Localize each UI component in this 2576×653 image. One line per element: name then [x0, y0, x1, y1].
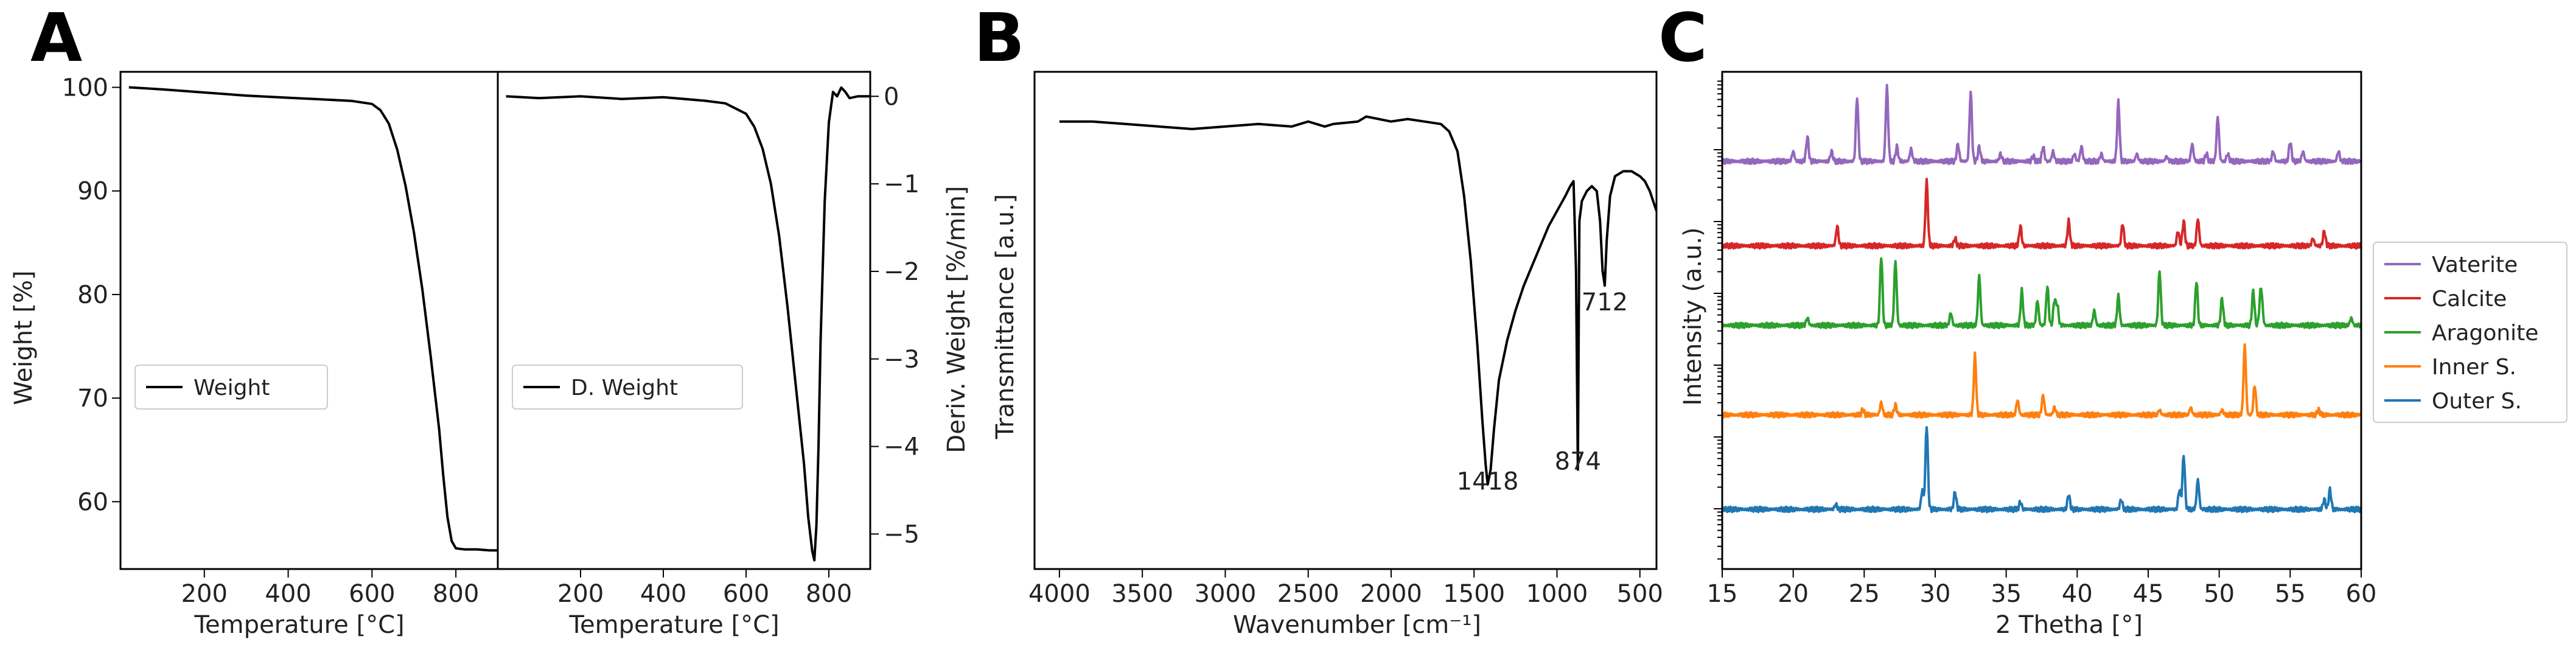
- weight-xtick-label: 400: [265, 580, 311, 608]
- weight-ytick-label: 80: [77, 281, 108, 309]
- xrd-legend-label: Inner S.: [2432, 355, 2516, 380]
- weight-curve: [128, 86, 498, 552]
- ftir-axes-frame: [1033, 71, 1658, 570]
- xrd-xtick-label: 40: [2062, 580, 2093, 608]
- ftir-peak-annotation: 1418: [1457, 467, 1519, 495]
- ftir-peak-annotation: 712: [1582, 288, 1628, 316]
- x-axis-label-deriv: Temperature [°C]: [568, 611, 779, 639]
- y-axis-label-xrd: Intensity (a.u.): [1679, 227, 1707, 405]
- deriv-legend-label: D. Weight: [571, 375, 678, 400]
- y-axis-label-ftir: Transmittance [a.u.]: [991, 194, 1019, 440]
- weight-xtick-label: 600: [349, 580, 395, 608]
- weight-ytick-label: 70: [77, 385, 108, 413]
- xrd-legend-label: Aragonite: [2432, 321, 2538, 346]
- xrd-legend-label: Outer S.: [2432, 389, 2522, 414]
- panel-label-c: C: [1658, 0, 1708, 77]
- xrd-legend-frame: [2373, 242, 2567, 423]
- xrd-plot: 15 20 25 30 35 40 45 50 55 60 Vaterite Calcite Arago…: [1707, 71, 2567, 608]
- xrd-axes-frame: [1721, 71, 2362, 570]
- weight-legend-frame: [134, 365, 328, 410]
- ftir-xtick-label: 4000: [1028, 580, 1091, 608]
- xrd-xtick-label: 45: [2133, 580, 2164, 608]
- deriv-ytick-label: −4: [884, 433, 920, 461]
- ftir-xtick-label: 1000: [1526, 580, 1588, 608]
- deriv-ytick-label: −2: [884, 258, 920, 286]
- weight-xtick-label: 200: [181, 580, 228, 608]
- y-axis-label-deriv: Deriv. Weight [%/min]: [943, 186, 971, 453]
- xrd-pattern-outer-s: [1721, 426, 2362, 514]
- weight-ytick-label: 60: [77, 488, 108, 516]
- ftir-xtick-label: 2500: [1277, 580, 1339, 608]
- weight-legend-label: Weight: [194, 375, 270, 400]
- xrd-xtick-label: 60: [2346, 580, 2377, 608]
- xrd-xtick-label: 20: [1778, 580, 1809, 608]
- deriv-ytick-label: −1: [884, 170, 920, 198]
- xrd-xtick-label: 50: [2204, 580, 2235, 608]
- deriv-weight-plot: 200 400 600 800 0 −1 −2 −3 −4 −5 D. Weight: [497, 71, 920, 608]
- deriv-legend-frame: [512, 365, 743, 410]
- xrd-xtick-label: 30: [1920, 580, 1951, 608]
- weight-ytick-label: 100: [62, 74, 108, 102]
- xrd-pattern-vaterite: [1721, 83, 2362, 166]
- xrd-xtick-label: 35: [1991, 580, 2022, 608]
- x-axis-label-ftir: Wavenumber [cm⁻¹]: [1233, 611, 1481, 639]
- weight-axes-frame: [119, 71, 499, 570]
- x-axis-label-weight: Temperature [°C]: [194, 611, 404, 639]
- xrd-xtick-label: 25: [1849, 580, 1880, 608]
- ftir-xtick-label: 3000: [1195, 580, 1257, 608]
- y-axis-label-weight: Weight [%]: [10, 270, 38, 405]
- deriv-xtick-label: 200: [557, 580, 604, 608]
- ftir-xtick-label: 500: [1617, 580, 1663, 608]
- weight-xtick-label: 800: [433, 580, 479, 608]
- ftir-plot: 4000 3500 3000 2500 2000 1500 1000 500 1418 874 71…: [1028, 71, 1663, 608]
- deriv-axes-frame: [497, 71, 871, 570]
- ftir-xtick-label: 1500: [1443, 580, 1505, 608]
- xrd-pattern-aragonite: [1721, 257, 2362, 330]
- panel-label-a: A: [30, 0, 82, 77]
- deriv-ytick-label: 0: [884, 83, 899, 111]
- deriv-ytick-label: −3: [884, 346, 920, 374]
- weight-plot: 200 400 600 800 60 70 80 90 100 Weight: [62, 71, 499, 608]
- ftir-xtick-label: 2000: [1360, 580, 1422, 608]
- weight-ytick-label: 90: [77, 178, 108, 206]
- xrd-xtick-label: 15: [1707, 580, 1738, 608]
- xrd-legend-label: Vaterite: [2432, 253, 2518, 278]
- ftir-peak-annotation: 874: [1555, 448, 1601, 476]
- ftir-xtick-label: 3500: [1111, 580, 1173, 608]
- xrd-xtick-label: 55: [2275, 580, 2306, 608]
- deriv-xtick-label: 400: [640, 580, 686, 608]
- xrd-legend-label: Calcite: [2432, 287, 2507, 312]
- xrd-pattern-inner-s: [1721, 343, 2362, 419]
- xrd-pattern-calcite: [1721, 178, 2362, 250]
- deriv-xtick-label: 600: [723, 580, 769, 608]
- ftir-spectrum-curve: [1059, 115, 1658, 486]
- deriv-weight-curve: [506, 86, 870, 562]
- deriv-ytick-label: −5: [884, 520, 920, 548]
- panel-label-b: B: [974, 0, 1025, 77]
- deriv-xtick-label: 800: [806, 580, 852, 608]
- x-axis-label-xrd: 2 Thetha [°]: [1995, 611, 2143, 639]
